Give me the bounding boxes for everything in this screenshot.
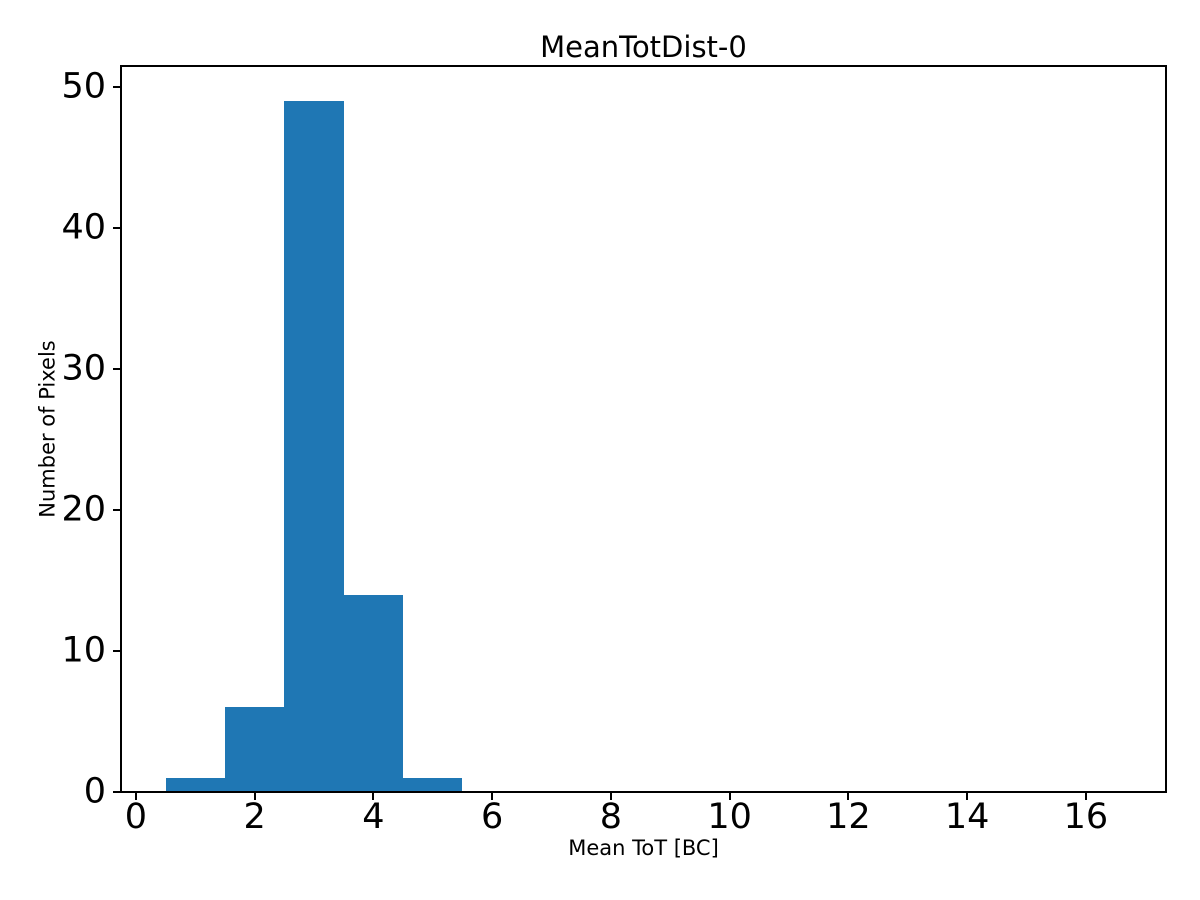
x-tick-mark: [966, 792, 969, 800]
y-tick-label: 50: [61, 66, 106, 107]
y-tick-mark: [113, 227, 121, 230]
y-tick-mark: [113, 368, 121, 371]
x-tick-mark: [1084, 792, 1087, 800]
y-tick-label: 30: [61, 348, 106, 389]
x-tick-mark: [847, 792, 850, 800]
y-tick-mark: [113, 650, 121, 653]
y-tick-label: 40: [61, 207, 106, 248]
x-tick-mark: [609, 792, 612, 800]
histogram-bar: [165, 777, 225, 792]
chart-title: MeanTotDist-0: [540, 30, 747, 64]
y-tick-mark: [113, 86, 121, 89]
y-tick-label: 0: [83, 771, 106, 812]
x-tick-mark: [134, 792, 137, 800]
y-tick-mark: [113, 509, 121, 512]
x-tick-label: 0: [124, 797, 147, 837]
histogram-bar: [224, 707, 285, 792]
x-tick-label: 12: [826, 797, 871, 837]
histogram-bar: [403, 777, 463, 792]
x-tick-label: 6: [480, 797, 504, 837]
x-tick-label: 4: [362, 797, 385, 837]
x-tick-mark: [372, 792, 375, 800]
x-tick-label: 14: [944, 797, 990, 837]
plot-area: [121, 66, 1166, 792]
y-tick-label: 10: [61, 630, 106, 671]
histogram-bar: [284, 101, 344, 792]
x-tick-mark: [728, 792, 731, 800]
histogram-bar: [343, 594, 404, 792]
y-tick-mark: [113, 791, 121, 793]
x-tick-mark: [253, 792, 256, 800]
x-tick-label: 8: [599, 797, 622, 837]
x-axis-label: Mean ToT [BC]: [568, 836, 719, 860]
x-tick-label: 2: [243, 797, 266, 837]
y-tick-label: 20: [61, 489, 106, 530]
x-tick-label: 16: [1063, 797, 1109, 837]
x-tick-mark: [491, 792, 494, 800]
x-tick-label: 10: [707, 797, 752, 837]
bars-layer: [121, 66, 1166, 792]
y-axis-label: Number of Pixels: [35, 340, 60, 518]
